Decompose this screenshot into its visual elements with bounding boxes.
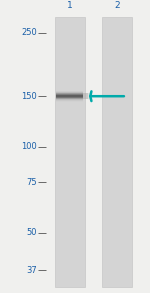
Bar [85, 93, 90, 100]
Text: 75: 75 [26, 178, 37, 187]
Text: 150: 150 [21, 92, 37, 101]
Bar [83, 93, 88, 100]
Text: 2: 2 [114, 1, 120, 10]
Bar [102, 18, 132, 287]
Bar [55, 18, 85, 287]
Text: 1: 1 [67, 1, 73, 10]
Text: 37: 37 [26, 266, 37, 275]
Text: 250: 250 [21, 28, 37, 37]
Text: 100: 100 [21, 142, 37, 151]
Text: 50: 50 [26, 228, 37, 237]
